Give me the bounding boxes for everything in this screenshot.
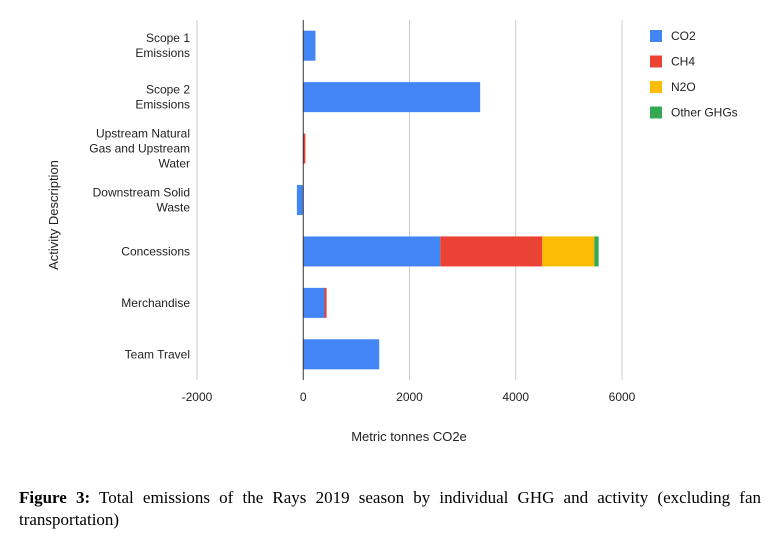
legend-swatch — [650, 81, 662, 93]
x-tick-labels: -2000 0 2000 4000 6000 — [182, 390, 636, 404]
bar-segment — [440, 236, 543, 267]
category-label: Gas and Upstream — [89, 142, 190, 156]
legend-swatch — [650, 55, 662, 68]
legend-label: CH4 — [671, 55, 695, 69]
category-label: Emissions — [135, 46, 190, 60]
category-label: Waste — [156, 201, 190, 215]
bar-segment — [303, 339, 380, 370]
x-tick-label: -2000 — [182, 390, 213, 404]
legend-swatch — [650, 106, 662, 119]
caption-label: Figure 3: — [19, 488, 91, 507]
category-label: Scope 1 — [146, 31, 190, 45]
x-tick-label: 2000 — [396, 390, 423, 404]
bar-segment — [303, 236, 441, 267]
legend: CO2 CH4 N2O Other GHGs — [650, 29, 738, 120]
category-label: Team Travel — [125, 347, 190, 361]
category-label: Water — [158, 157, 190, 171]
bar-segment — [542, 236, 595, 267]
caption-text: Total emissions of the Rays 2019 season … — [19, 488, 761, 529]
bar-segment — [303, 287, 325, 318]
legend-swatch — [650, 30, 662, 42]
x-tick-label: 0 — [300, 390, 307, 404]
bar-segment — [296, 185, 304, 215]
x-tick-label: 6000 — [609, 390, 636, 404]
category-label: Emissions — [135, 98, 190, 112]
bar-segment — [303, 82, 481, 113]
x-axis-title: Metric tonnes CO2e — [351, 429, 467, 444]
x-tick-label: 4000 — [502, 390, 529, 404]
bar-segment — [303, 30, 316, 61]
legend-label: CO2 — [671, 29, 696, 43]
category-label: Upstream Natural — [96, 127, 190, 141]
bars — [296, 30, 599, 370]
bar-segment — [594, 236, 599, 267]
y-axis-title: Activity Description — [46, 160, 61, 270]
category-label: Concessions — [121, 244, 190, 258]
category-label: Merchandise — [121, 296, 190, 310]
figure-caption: Figure 3: Total emissions of the Rays 20… — [19, 487, 761, 531]
category-label: Downstream Solid — [93, 186, 190, 200]
legend-label: N2O — [671, 80, 696, 94]
bar-segment — [324, 287, 327, 318]
legend-label: Other GHGs — [671, 106, 738, 120]
category-label: Scope 2 — [146, 83, 190, 97]
bar-segment — [303, 133, 306, 164]
gridlines — [196, 20, 623, 380]
